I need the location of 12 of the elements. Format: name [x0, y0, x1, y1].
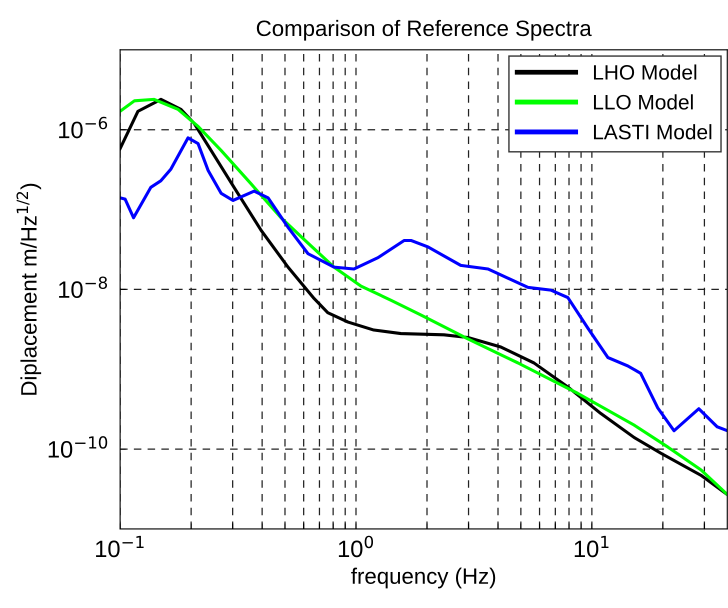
x-tick-label: 10$^{0}$ [338, 536, 374, 558]
y-tick-label: 10$^{−10}$ [48, 436, 108, 458]
y-axis-title: Diplacement m/Hz$^{1/2}$) [16, 184, 42, 395]
y-tick-label: 10$^{−6}$ [59, 116, 108, 138]
legend-label: LLO Model [594, 94, 693, 110]
x-tick-label: 10$^{1}$ [574, 536, 608, 558]
legend-label: LASTI Model [594, 124, 712, 140]
x-tick-label: 10$^{−1}$ [96, 536, 144, 558]
x-axis-title: frequency (Hz) [351, 568, 496, 588]
y-tick-label: 10$^{−8}$ [59, 276, 108, 298]
chart-title: Comparison of Reference Spectra [256, 20, 592, 41]
legend-label: LHO Model [594, 64, 696, 80]
